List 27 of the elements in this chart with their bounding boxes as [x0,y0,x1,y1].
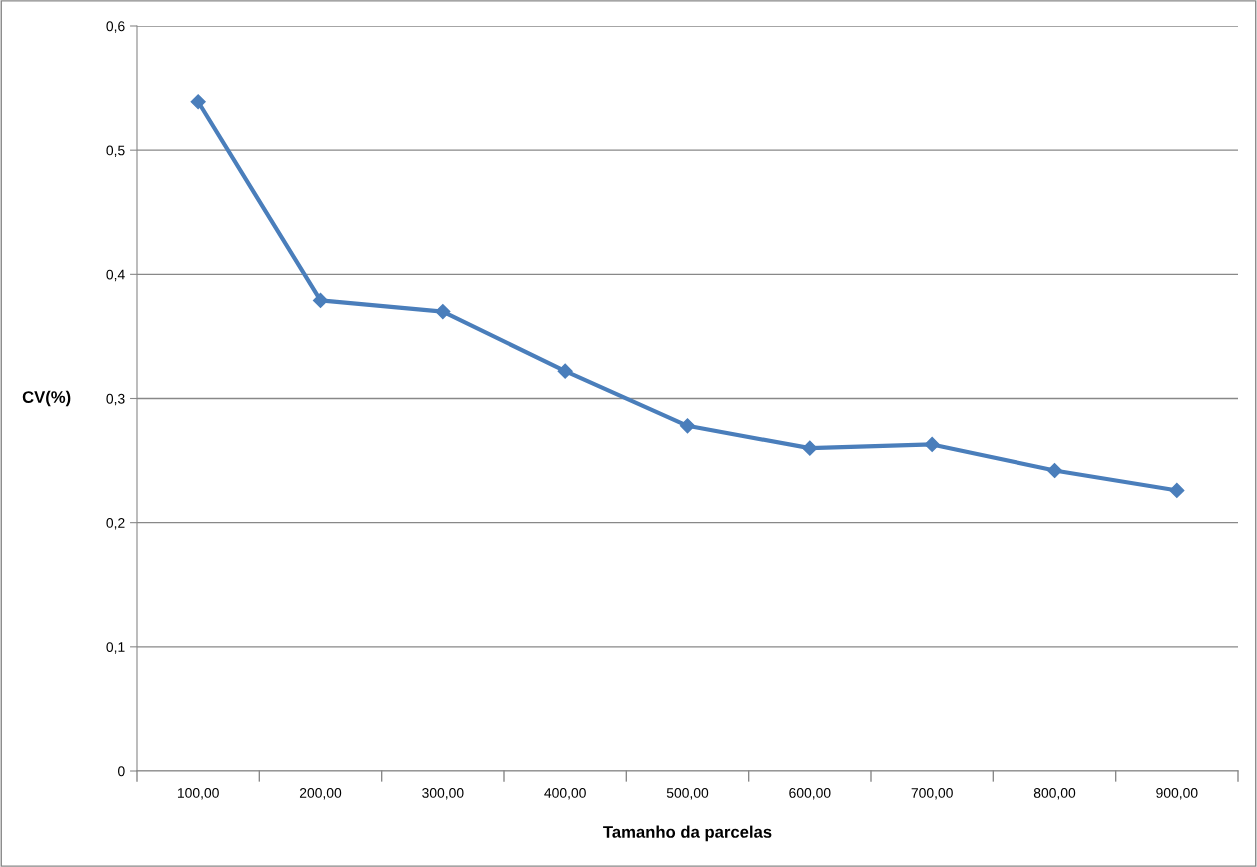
point [190,94,206,110]
y-tick-label: 0,5 [106,145,125,157]
x-axis-title: Tamanho da parcelas [603,825,772,842]
point [924,436,940,453]
point [435,304,451,320]
x-tick-label: 400,00 [544,788,586,800]
x-tick-label: 500,00 [666,788,709,800]
point [557,363,573,379]
y-tick-label: 0,1 [106,642,125,654]
y-tick-label: 0,2 [106,518,125,530]
y-tick-label: 0 [118,766,125,777]
y-tick-label: 0,6 [106,21,125,33]
x-tick-label: 900,00 [1156,788,1198,800]
y-tick-label: 0,3 [106,393,125,406]
x-tick-label: 700,00 [911,788,953,800]
x-tick-label: 800,00 [1033,788,1076,800]
point [312,292,329,308]
point [802,440,818,456]
x-tick-label: 200,00 [299,788,342,800]
point [1169,482,1185,498]
x-tick-label: 300,00 [422,788,464,800]
point [1046,462,1063,479]
y-axis-title: CV(%) [22,390,71,407]
x-tick-label: 600,00 [789,788,831,800]
y-tick-label: 0,4 [106,269,125,282]
point [679,418,696,434]
x-tick-label: 100,00 [177,788,219,800]
